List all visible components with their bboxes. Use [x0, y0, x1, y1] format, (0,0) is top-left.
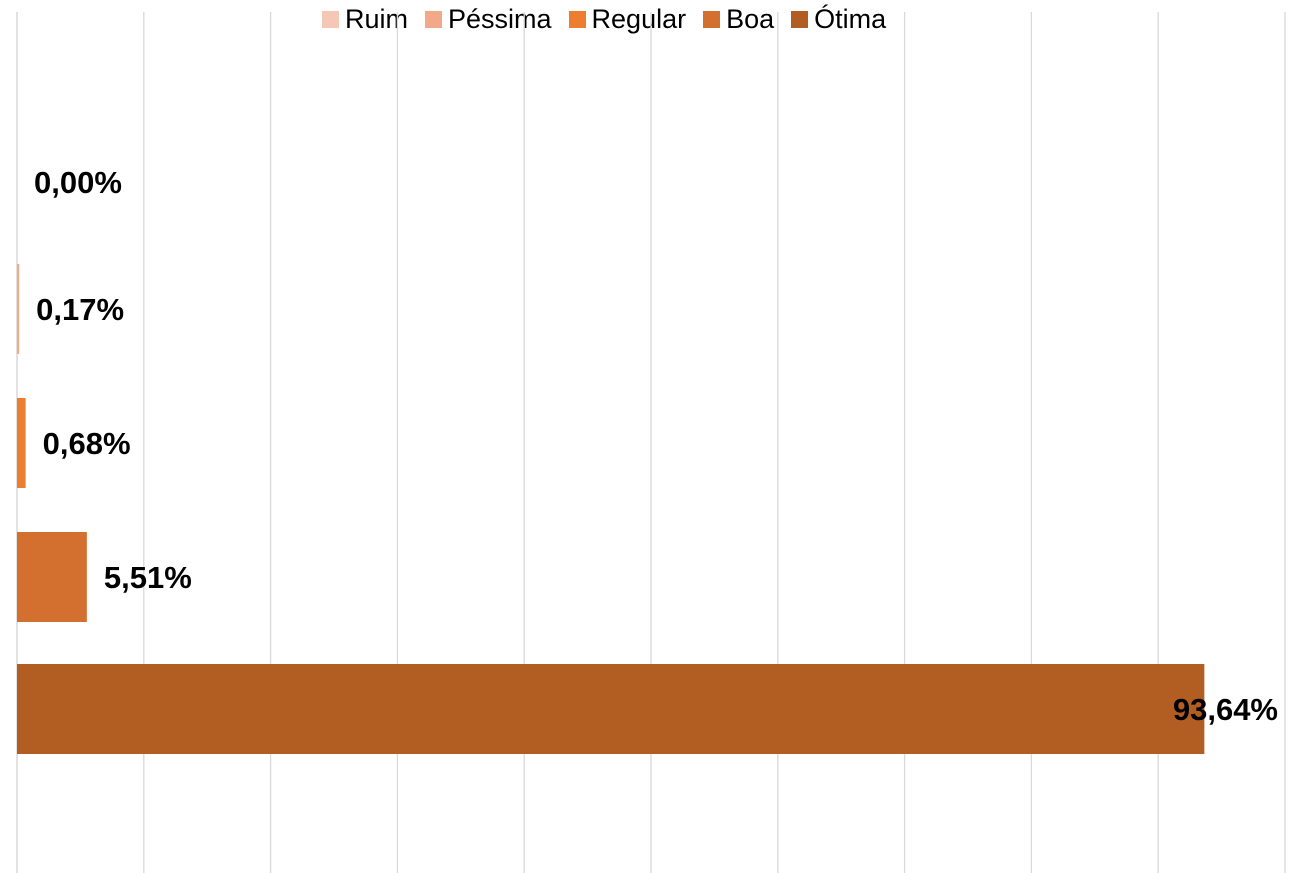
data-label-ruim: 0,00%	[34, 165, 122, 200]
data-label-boa: 5,51%	[104, 560, 192, 595]
data-label-ótima: 93,64%	[1173, 692, 1278, 727]
bar-ótima	[17, 664, 1205, 754]
legend-label: Regular	[591, 4, 687, 34]
legend-swatch	[703, 11, 721, 28]
bar-péssima	[17, 264, 20, 354]
legend-label: Boa	[726, 4, 775, 34]
legend-label: Péssima	[448, 4, 552, 34]
legend-item-regular: Regular	[568, 4, 687, 35]
data-label-péssima: 0,17%	[36, 292, 124, 327]
bar-boa	[17, 532, 87, 622]
legend-item-ótima: Ótima	[791, 4, 886, 35]
legend-swatch	[425, 11, 443, 28]
legend-swatch	[791, 11, 809, 28]
bar-regular	[17, 398, 26, 488]
legend-label: Ótima	[814, 4, 887, 34]
chart-legend: Ruim Péssima Regular Boa Ótima	[322, 4, 903, 35]
legend-swatch	[322, 11, 339, 28]
legend-item-péssima: Péssima	[425, 4, 552, 35]
legend-item-boa: Boa	[703, 4, 774, 35]
legend-swatch	[568, 11, 586, 28]
data-label-regular: 0,68%	[43, 426, 131, 461]
